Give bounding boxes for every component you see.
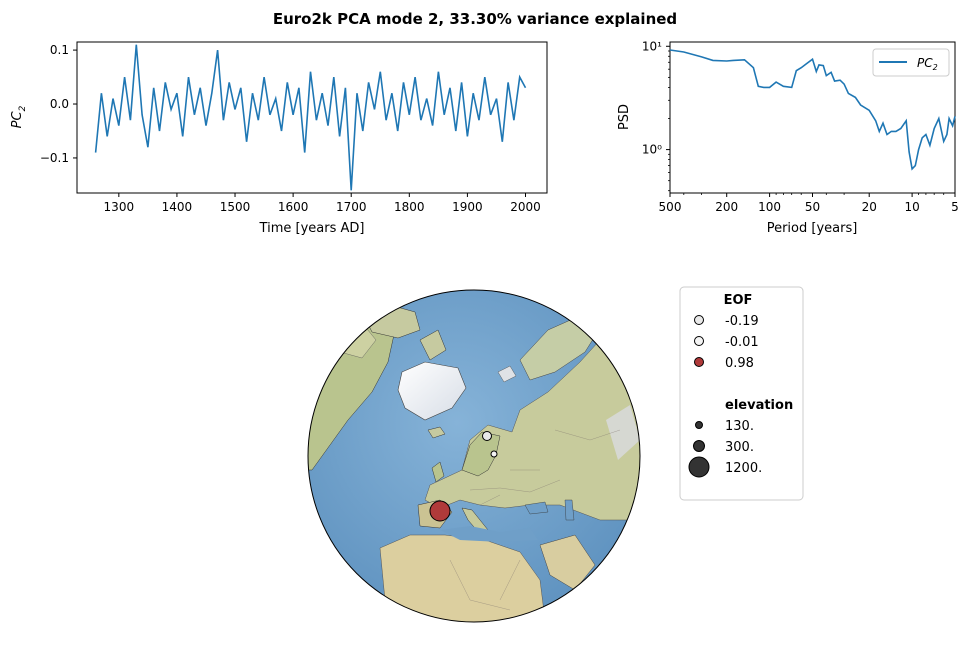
psd-panel: 500 200 100 50 20 10 5 10¹ 10⁰ Period [years] P… [617,39,959,236]
timeseries-x-tick-label: 1900 [452,200,483,214]
elevation-legend-title: elevation [725,398,793,413]
pc2-timeseries-line [94,44,527,191]
map-point-western-europe [429,500,451,522]
elevation-legend-label-2: 1200. [725,461,762,476]
timeseries-axes-frame [76,41,548,194]
timeseries-x-ticks: 1300 1400 1500 1600 1700 1800 1900 2000 [104,193,541,214]
timeseries-panel: 1300 1400 1500 1600 1700 1800 1900 2000 0.1 0.0 −… [10,41,548,236]
eof-legend-title: EOF [724,293,753,308]
map-point-scandinavia-north [482,431,492,441]
psd-line [669,49,956,171]
psd-x-tick-label: 500 [659,200,682,214]
timeseries-y-tick-label: −0.1 [40,151,69,165]
globe-outline [307,289,641,623]
timeseries-y-tick-label: 0.1 [50,43,69,57]
timeseries-x-tick-label: 1400 [162,200,193,214]
elevation-legend-marker-2 [688,456,710,478]
timeseries-x-tick-label: 1600 [278,200,309,214]
psd-x-tick-label: 10 [904,200,919,214]
map-legend-box [679,286,804,501]
eof-legend-label-2: 0.98 [725,356,754,371]
psd-x-ticks: 500 200 100 50 20 10 5 [659,193,959,214]
psd-legend: PC2 [872,48,950,77]
map-point-scandinavia-south [490,450,498,458]
figure-title: Euro2k PCA mode 2, 33.30% variance expla… [273,10,677,28]
psd-x-label: Period [years] [767,221,858,236]
psd-y-label: PSD [617,104,632,130]
timeseries-x-tick-label: 2000 [510,200,541,214]
psd-y-tick-label: 10¹ [642,39,662,53]
elevation-legend-marker-1 [693,440,705,452]
eof-legend-label-1: -0.01 [725,335,759,350]
elevation-legend-label-1: 300. [725,440,754,455]
timeseries-y-label: PC2 [10,105,28,128]
psd-y-ticks: 10¹ 10⁰ [642,39,670,192]
psd-x-tick-label: 100 [758,200,781,214]
elevation-legend-marker-0 [695,421,703,429]
eof-legend-marker-2 [694,357,704,367]
elevation-legend-label-0: 130. [725,419,754,434]
timeseries-x-tick-label: 1700 [336,200,367,214]
eof-legend-label-0: -0.19 [725,314,759,329]
timeseries-x-tick-label: 1500 [220,200,251,214]
map-panel [307,289,641,623]
map-legend: EOF -0.19 -0.01 0.98 elevation 130. 300.… [679,286,804,501]
psd-x-tick-label: 5 [951,200,959,214]
timeseries-y-tick-label: 0.0 [50,97,69,111]
psd-x-tick-label: 200 [715,200,738,214]
eof-legend-marker-0 [694,315,704,325]
timeseries-x-tick-label: 1800 [394,200,425,214]
eof-legend-marker-1 [694,336,704,346]
psd-x-tick-label: 50 [805,200,820,214]
psd-x-tick-label: 20 [862,200,877,214]
psd-legend-label: PC2 [917,56,938,72]
timeseries-x-label: Time [years AD] [259,221,365,236]
psd-y-tick-label: 10⁰ [642,143,662,157]
timeseries-y-ticks: 0.1 0.0 −0.1 [40,43,77,165]
timeseries-x-tick-label: 1300 [104,200,135,214]
